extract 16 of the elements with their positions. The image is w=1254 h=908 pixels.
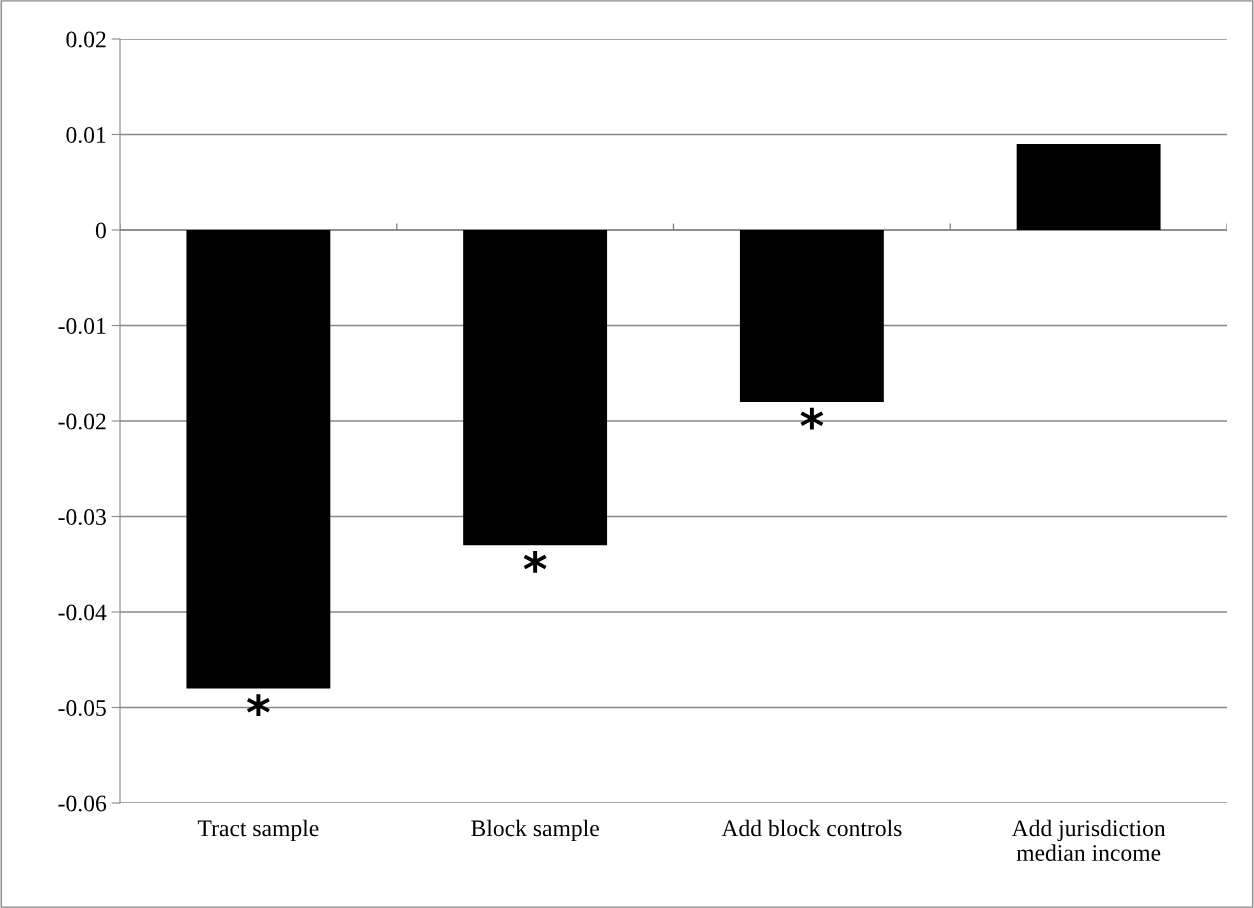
y-tick-label: 0.02 [66, 31, 106, 48]
x-tick-label: Add jurisdiction median income [1011, 819, 1166, 861]
y-tick-label: 0 [95, 222, 106, 239]
y-tick-label: 0.01 [66, 126, 106, 144]
x-tick-label: Block sample [471, 819, 599, 842]
y-tick-label: -0.02 [58, 413, 106, 430]
annotation: * [523, 550, 547, 573]
x-tick-label: Add block controls [721, 819, 902, 837]
annotation: * [800, 407, 824, 430]
y-tick-label: -0.06 [58, 795, 107, 812]
annotation: * [246, 694, 270, 717]
y-tick-label: -0.01 [58, 317, 106, 335]
y-tick-label: -0.05 [58, 699, 106, 717]
x-tick-label: Tract sample [197, 819, 319, 842]
y-tick-label: -0.03 [58, 508, 106, 526]
y-tick-label: -0.04 [58, 604, 107, 621]
